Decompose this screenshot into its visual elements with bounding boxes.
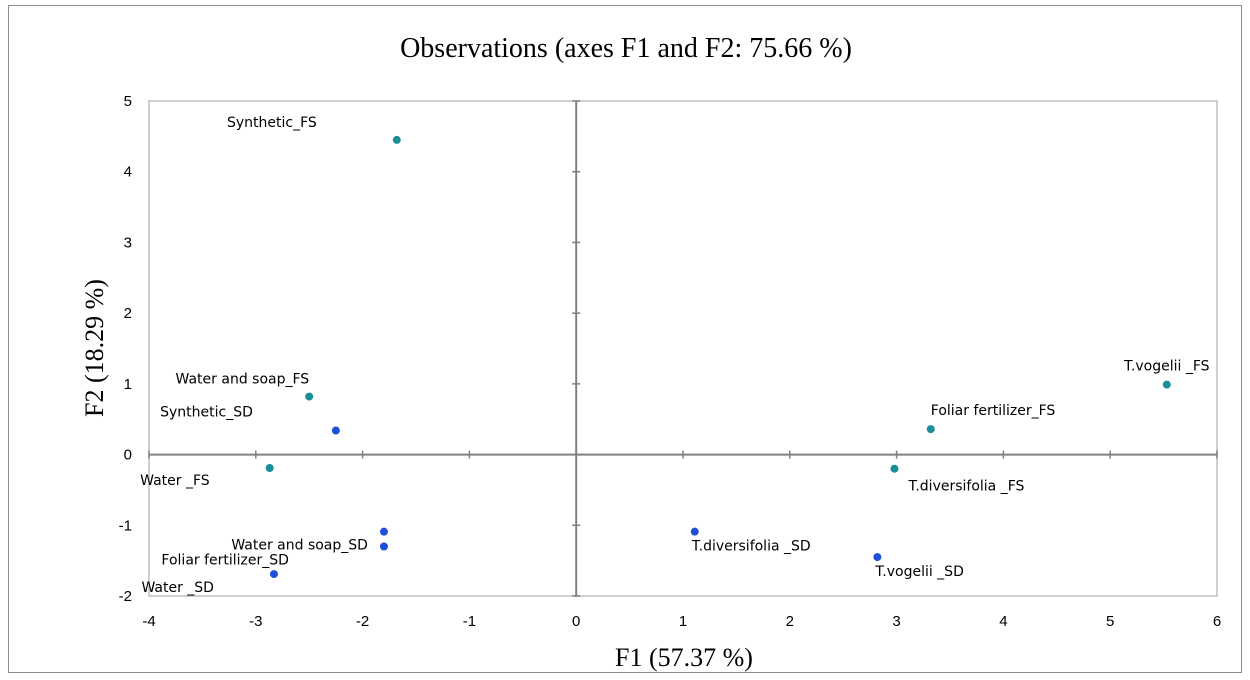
x-axis-title: F1 (57.37 %) [615,643,753,672]
x-tick-label: 0 [572,613,580,630]
point-label: Synthetic_FS [227,115,317,131]
point-label: Water and soap_FS [176,372,310,388]
data-point [331,426,340,435]
x-tick-label: 2 [786,613,794,630]
y-tick-label: 1 [124,376,132,393]
point-label: Foliar fertilizer_SD [161,553,289,569]
y-tick-label: 4 [124,164,132,181]
data-point [890,464,899,473]
data-point [690,527,699,536]
x-tick-label: 4 [999,613,1007,630]
y-tick-label: 0 [124,447,132,464]
data-point [305,392,314,401]
point-label: Water _FS [140,473,210,489]
plot-border [148,100,1218,597]
x-tick-label: 1 [679,613,687,630]
data-point [379,527,388,536]
y-axis-title: F2 (18.29 %) [80,279,109,417]
x-tick-label: -4 [142,613,155,630]
point-label: Foliar fertilizer_FS [931,403,1056,419]
point-label: T.vogelii _SD [874,564,963,580]
data-point [873,553,882,562]
data-point [379,542,388,551]
y-tick-label: 3 [124,234,132,251]
y-tick-label: -1 [119,517,132,534]
data-point [926,425,935,434]
data-point [1162,380,1171,389]
y-tick-label: 2 [124,305,132,322]
point-label: T.vogelii _FS [1123,359,1210,375]
y-tick-label: 5 [124,93,132,110]
chart-title: Observations (axes F1 and F2: 75.66 %) [400,33,852,64]
plot-area: -4 -3 -2 -1 0 1 2 3 4 5 6 -2 -1 0 1 2 3 4 5 Synthetic_FS Wat… [119,93,1222,630]
chart-frame [8,5,1242,673]
x-tick-label: -3 [249,613,262,630]
data-point [265,464,274,473]
x-tick-label: -1 [463,613,476,630]
x-tick-label: 3 [892,613,900,630]
point-label: Synthetic_SD [160,405,253,421]
data-point [269,570,278,579]
point-label: Water _SD [141,580,214,596]
data-point [392,135,401,144]
point-label: T.diversifolia _FS [907,479,1024,495]
x-tick-label: -2 [356,613,369,630]
point-label: Water and soap_SD [231,538,368,554]
x-tick-label: 5 [1106,613,1114,630]
x-tick-label: 6 [1213,613,1221,630]
y-tick-label: -2 [119,588,132,605]
point-label: T.diversifolia _SD [691,539,811,555]
